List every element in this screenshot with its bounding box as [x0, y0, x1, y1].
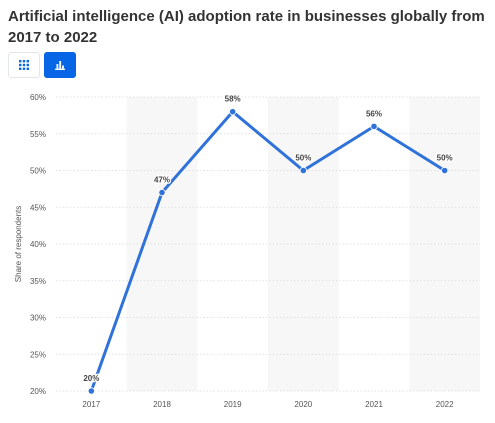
y-tick-label: 25%: [30, 350, 46, 359]
y-tick-label: 20%: [30, 387, 46, 396]
x-tick-label: 2017: [82, 400, 100, 409]
data-point: [229, 108, 237, 116]
bar-chart-icon: [55, 61, 65, 70]
y-axis-label: Share of respondents: [14, 206, 23, 283]
line-chart: 20% 25% 30% 35% 40% 45% 50% 55% 60% 2017 2018 2019…: [14, 93, 480, 409]
y-tick-label: 60%: [30, 93, 46, 102]
data-point: [370, 122, 378, 131]
y-tick-label: 55%: [30, 130, 46, 139]
data-label: 56%: [366, 109, 382, 118]
y-tick-label: 35%: [30, 277, 46, 286]
data-label: 50%: [295, 154, 311, 163]
data-label: 47%: [154, 176, 170, 185]
y-tick-label: 50%: [30, 167, 46, 176]
data-point: [158, 188, 166, 197]
data-label: 58%: [225, 95, 241, 104]
x-tick-label: 2021: [365, 400, 383, 409]
x-tick-label: 2020: [294, 400, 312, 409]
y-tick-label: 45%: [30, 203, 46, 212]
chart-title: Artificial intelligence (AI) adoption ra…: [8, 8, 485, 46]
grid-icon: [19, 60, 29, 70]
table-view-button[interactable]: [8, 52, 40, 78]
chart-view-button[interactable]: [44, 52, 76, 78]
data-point: [299, 166, 307, 175]
series-line: [89, 110, 447, 393]
y-tick-label: 40%: [30, 240, 46, 249]
data-label: 50%: [437, 154, 453, 163]
data-point: [87, 387, 95, 395]
x-tick-label: 2018: [153, 400, 171, 409]
x-tick-label: 2019: [224, 400, 242, 409]
y-tick-label: 30%: [30, 314, 46, 323]
x-tick-label: 2022: [436, 400, 454, 409]
background-band: [268, 97, 339, 391]
chart-area: 20% 25% 30% 35% 40% 45% 50% 55% 60% 2017 2018 2019…: [0, 88, 495, 423]
data-point: [441, 166, 449, 175]
data-label: 20%: [83, 374, 99, 383]
